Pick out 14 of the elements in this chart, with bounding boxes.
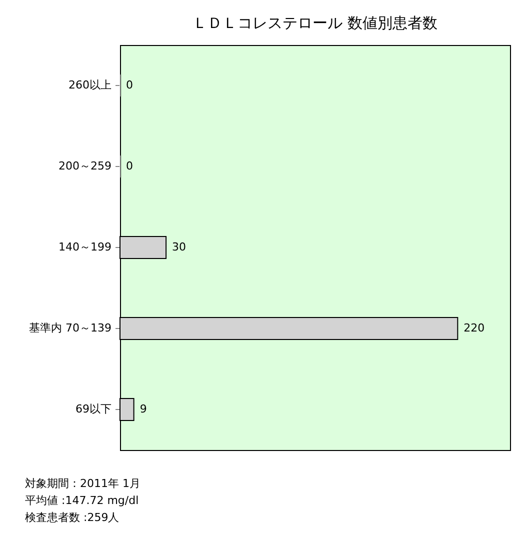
text: 対象期間：2011年 1月: [25, 477, 140, 490]
data-label: 220: [464, 322, 485, 334]
y-tick-label: 260以上: [68, 78, 112, 92]
data-label: 0: [126, 78, 133, 92]
chart-title: ＬＤＬコレステロール 数値別患者数: [192, 14, 438, 32]
y-tick-label: 69以下: [76, 402, 112, 416]
data-label: 0: [126, 160, 133, 172]
y-tick-label: 200～259: [58, 160, 112, 172]
y-tick-label: 140～199: [58, 240, 112, 254]
data-label: 30: [172, 240, 186, 254]
data-label: 9: [140, 402, 147, 416]
y-tick-label: 基準内 70～139: [29, 322, 112, 334]
text: 平均値 :147.72 mg/dl: [25, 494, 139, 507]
text: 検査患者数 :259人: [25, 511, 120, 524]
